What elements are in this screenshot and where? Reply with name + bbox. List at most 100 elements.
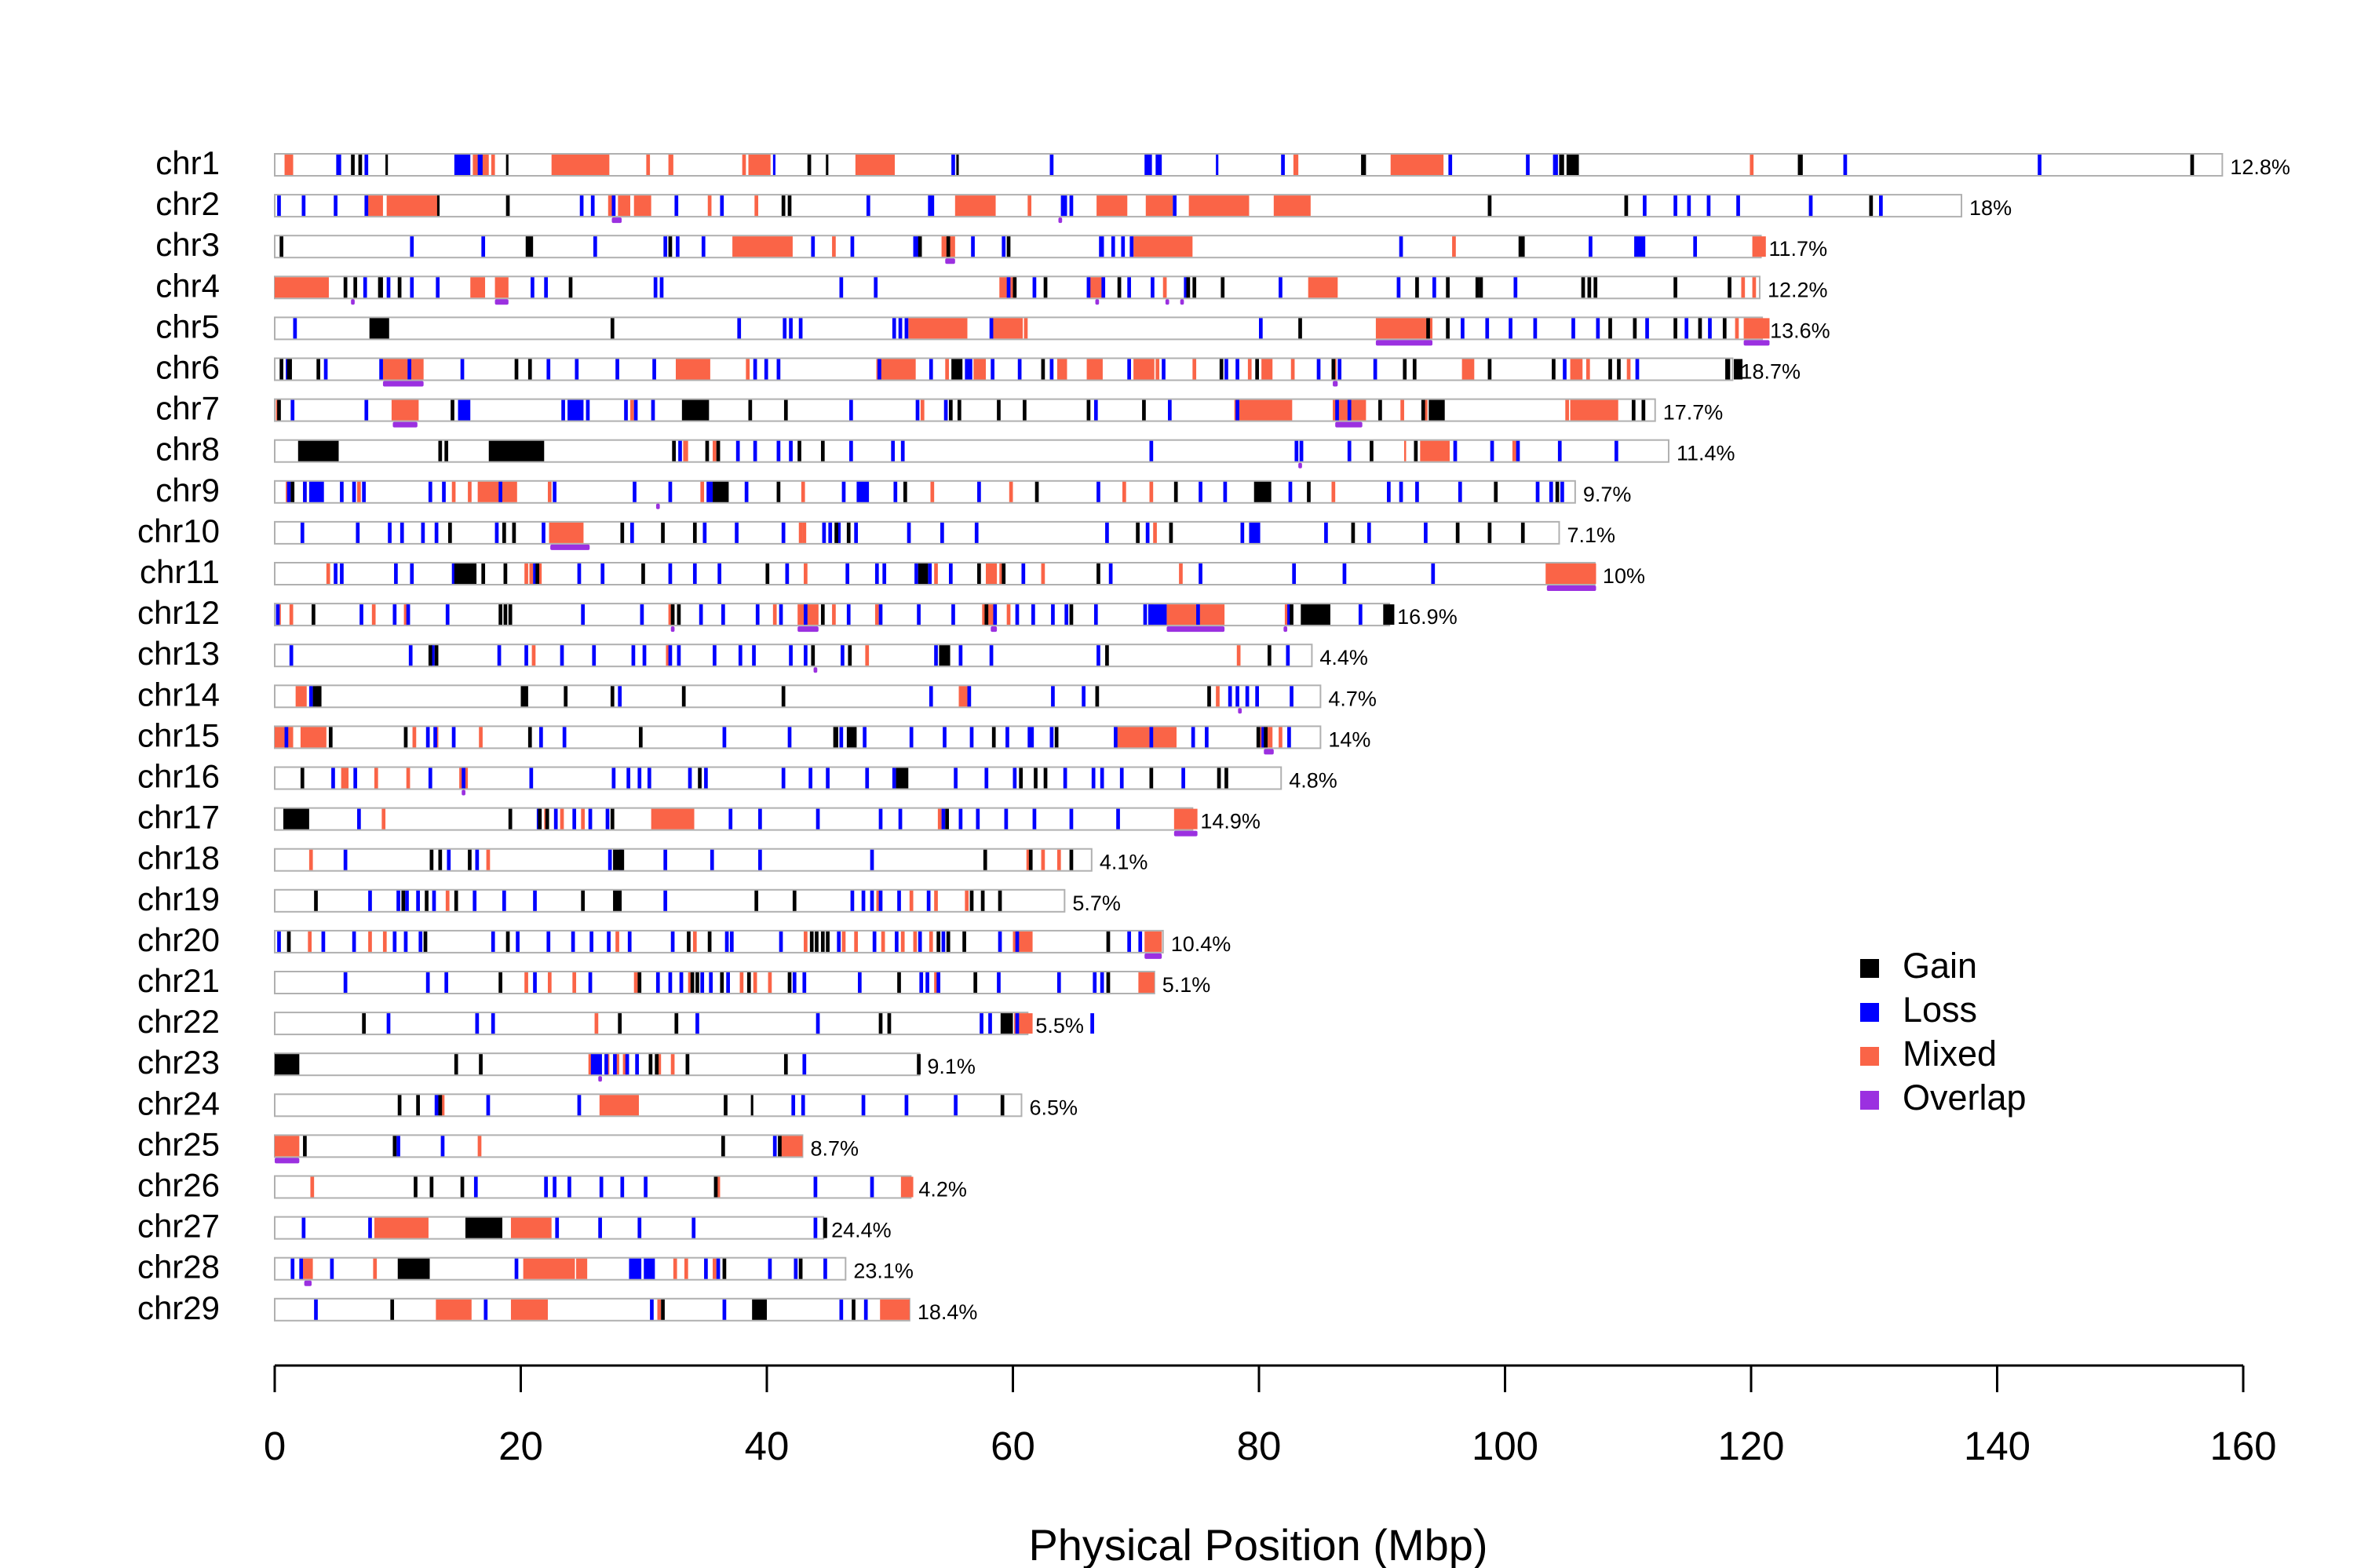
mixed-segment (1293, 155, 1299, 175)
gain-segment (297, 440, 339, 461)
gain-segment (620, 522, 625, 543)
gain-segment (641, 563, 645, 584)
loss-segment (802, 972, 807, 993)
loss-segment (1373, 359, 1377, 380)
gain-segment (454, 890, 458, 911)
gain-segment (797, 440, 801, 461)
gain-segment (1624, 195, 1629, 217)
loss-segment (958, 808, 963, 830)
loss-segment (849, 440, 853, 461)
percent-label: 10.4% (1171, 932, 1231, 956)
loss-segment (713, 645, 717, 666)
gain-segment (286, 931, 291, 952)
loss-segment (524, 645, 528, 666)
gain-segment (300, 768, 305, 789)
overlap-segment (1238, 708, 1242, 714)
loss-segment (870, 849, 874, 870)
mixed-segment (1570, 399, 1618, 421)
mixed-segment (683, 440, 688, 461)
gain-segment (670, 604, 675, 625)
mixed-segment (477, 1136, 482, 1157)
loss-segment (356, 522, 360, 543)
overlap-segment (1298, 462, 1302, 469)
loss-segment (704, 768, 708, 789)
loss-segment (352, 931, 356, 952)
gain-segment (1006, 236, 1011, 257)
loss-segment (1031, 604, 1035, 625)
gain-segment (984, 604, 989, 625)
loss-segment (653, 277, 658, 298)
loss-segment (878, 604, 883, 625)
gain-segment (692, 522, 697, 543)
loss-segment (1563, 359, 1567, 380)
mixed-segment (531, 645, 536, 666)
loss-segment (553, 481, 556, 502)
overlap-segment (1333, 381, 1338, 387)
percent-label: 24.4% (831, 1219, 892, 1242)
loss-segment (633, 481, 637, 502)
gain-segment (936, 931, 941, 952)
loss-segment (560, 645, 564, 666)
loss-segment (440, 1136, 445, 1157)
loss-segment (989, 645, 994, 666)
x-axis: 0 20 40 60 80 100 120 140 160 (264, 1364, 2277, 1468)
mixed-segment (881, 931, 885, 952)
mixed-segment (1096, 195, 1128, 217)
loss-segment (562, 727, 567, 748)
loss-segment (663, 236, 668, 257)
mixed-segment (1027, 195, 1032, 217)
gain-segment (1428, 399, 1445, 421)
mixed-segment (599, 1095, 639, 1116)
x-tick-label: 0 (264, 1424, 286, 1468)
percent-label: 11.4% (1677, 442, 1735, 465)
loss-segment (936, 972, 941, 993)
loss-segment (432, 890, 436, 911)
mixed-segment (470, 277, 486, 298)
chromosome-bar (274, 398, 1656, 422)
loss-segment (752, 645, 756, 666)
gain-segment (454, 563, 477, 584)
gain-segment (279, 236, 283, 257)
gain-segment (1698, 318, 1702, 339)
loss-segment (588, 808, 593, 830)
loss-segment (1006, 277, 1011, 298)
loss-segment (913, 236, 920, 257)
chromosome-label: chr14 (137, 676, 220, 713)
percent-label: 10% (1603, 564, 1645, 588)
gain-segment (1013, 277, 1017, 298)
loss-segment (1099, 236, 1104, 257)
chromosome-label: chr27 (137, 1208, 220, 1245)
mixed-segment (713, 440, 717, 461)
loss-segment (364, 155, 369, 175)
loss-segment (561, 399, 565, 421)
overlap-segment (462, 789, 465, 796)
mixed-segment (934, 890, 938, 911)
loss-segment (460, 359, 465, 380)
gain-segment (939, 645, 951, 666)
loss-segment (1294, 440, 1299, 461)
loss-segment (1199, 563, 1202, 584)
loss-segment (789, 318, 793, 339)
loss-segment (954, 1095, 958, 1116)
loss-segment (691, 1217, 696, 1238)
gain-segment (1487, 195, 1492, 217)
mixed-segment (937, 808, 942, 830)
loss-segment (792, 972, 797, 993)
loss-segment (586, 399, 590, 421)
mixed-segment (1145, 195, 1173, 217)
overlap-segment (945, 258, 955, 264)
chromosome-bar (274, 848, 1093, 872)
loss-segment (1093, 399, 1098, 421)
loss-segment (677, 645, 681, 666)
mixed-segment (374, 768, 378, 789)
mixed-segment (1545, 563, 1596, 584)
mixed-segment (666, 645, 670, 666)
mixed-segment (1752, 277, 1757, 298)
gain-segment (661, 522, 665, 543)
loss-segment (1051, 604, 1055, 625)
loss-segment (425, 972, 430, 993)
loss-segment (1643, 195, 1647, 217)
gain-segment (1555, 481, 1560, 502)
mixed-segment (289, 604, 294, 625)
mixed-segment (1138, 972, 1155, 993)
